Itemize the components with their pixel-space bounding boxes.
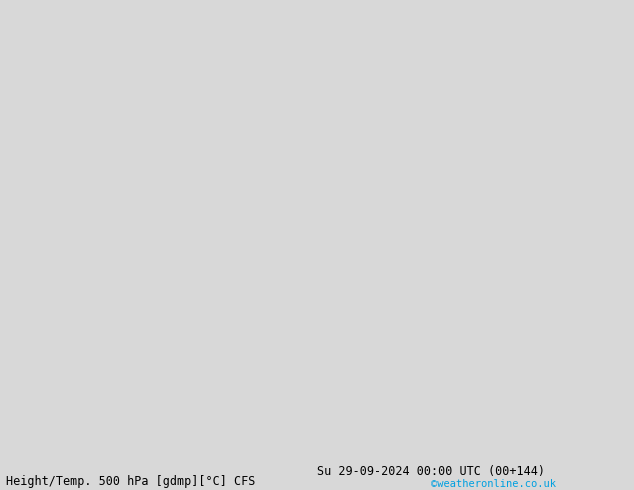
Text: Su 29-09-2024 00:00 UTC (00+144): Su 29-09-2024 00:00 UTC (00+144) — [317, 465, 545, 478]
Text: ©weatheronline.co.uk: ©weatheronline.co.uk — [431, 479, 556, 489]
Text: Height/Temp. 500 hPa [gdmp][°C] CFS: Height/Temp. 500 hPa [gdmp][°C] CFS — [6, 474, 256, 488]
